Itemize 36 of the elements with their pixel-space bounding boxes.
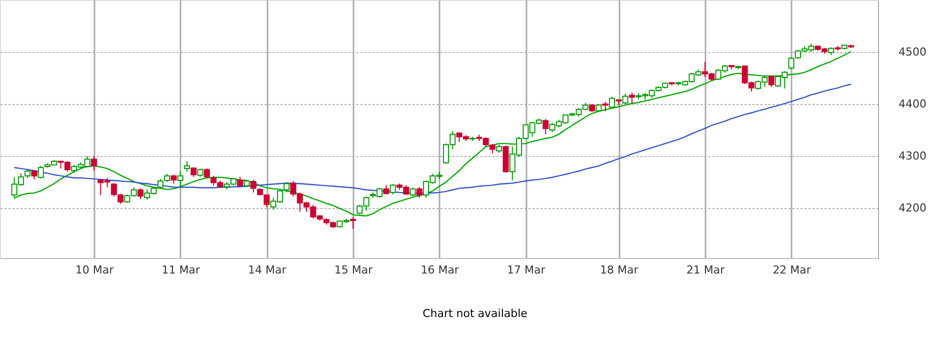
y-tick-label: 4400 (898, 98, 926, 111)
candlestick (416, 186, 422, 198)
candlestick (383, 184, 390, 196)
text: Chart not available (422, 307, 528, 320)
candlestick (137, 188, 144, 200)
y-tick-label: 4500 (898, 46, 926, 59)
x-tick-label: 21 Mar (686, 264, 726, 276)
candlestick (622, 93, 628, 105)
candlestick (184, 160, 190, 172)
candlestick (628, 92, 635, 104)
candlestick (788, 56, 794, 70)
candlestick (350, 216, 356, 230)
y-tick-label: 4300 (898, 150, 926, 163)
x-tick-label: 16 Mar (420, 264, 460, 276)
x-tick-label: 15 Mar (334, 264, 374, 276)
y-tick-label: 4200 (898, 202, 926, 215)
candlestick (204, 168, 210, 178)
candlestick (90, 156, 97, 172)
candlestick (768, 74, 774, 88)
x-tick-label: 22 Mar (772, 264, 812, 276)
candlestick (390, 184, 396, 196)
candlestick (284, 182, 290, 193)
candlestick (177, 171, 184, 188)
x-tick-label: 10 Mar (75, 264, 114, 276)
line-series (14, 50, 852, 216)
candlestick (250, 179, 256, 193)
candlestick (31, 170, 38, 180)
line-series (14, 84, 852, 194)
candlestick (38, 165, 44, 179)
candlestick (602, 101, 608, 112)
x-tick-label: 14 Mar (248, 264, 287, 276)
candlestick (609, 96, 615, 109)
x-tick-label: 11 Mar (162, 264, 200, 276)
candlestick (542, 118, 549, 135)
x-tick-label: 18 Mar (600, 264, 639, 276)
x-tick-label: 17 Mar (507, 264, 546, 276)
